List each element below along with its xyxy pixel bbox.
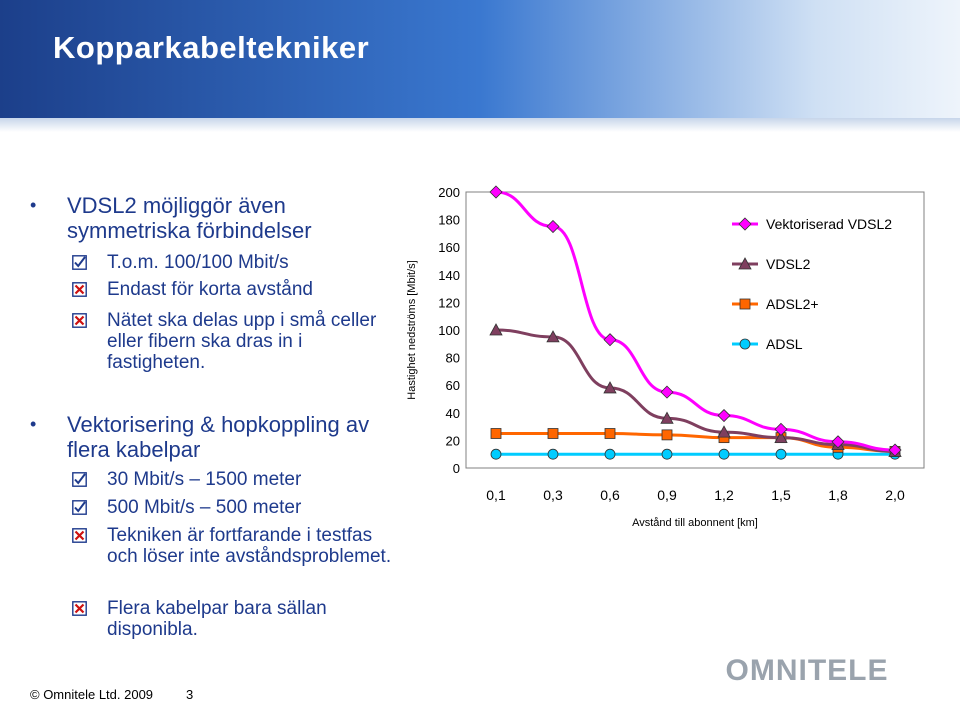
y-tick-label: 20 bbox=[446, 433, 460, 448]
omnitele-logo: OMNITELE bbox=[726, 654, 889, 687]
y-tick-label: 200 bbox=[438, 185, 460, 200]
footer-page-number: 3 bbox=[186, 687, 194, 702]
data-point bbox=[603, 333, 617, 347]
speed-distance-chart: 0 20 40 60 80 100 120 140 160 180 200 0,1 0,3 0,6 0,9 1… bbox=[406, 185, 925, 529]
legend-label: VDSL2 bbox=[766, 256, 811, 272]
sub-bullet-text: Flera kabelpar bara sällan disponibla. bbox=[107, 598, 327, 640]
data-point bbox=[888, 443, 902, 457]
checkbox-cross-icon bbox=[72, 528, 87, 543]
y-axis-label: Hastighet nedströms [Mbit/s] bbox=[406, 260, 418, 399]
legend-marker bbox=[738, 257, 752, 270]
data-point bbox=[490, 448, 502, 460]
footer-copyright: © Omnitele Ltd. 2009 bbox=[30, 687, 154, 702]
legend-box bbox=[726, 204, 918, 364]
x-tick-label: 2,0 bbox=[885, 487, 905, 503]
bullet-text: Vektorisering & hopkoppling av flera kab… bbox=[67, 412, 370, 462]
data-point bbox=[603, 381, 617, 394]
checkbox-checked-icon bbox=[72, 500, 87, 515]
y-tick-label: 40 bbox=[446, 406, 460, 421]
checkbox-cross-icon bbox=[72, 313, 87, 328]
sub-bullet-text: T.o.m. 100/100 Mbit/s bbox=[107, 252, 289, 273]
y-tick-label: 80 bbox=[446, 351, 460, 366]
data-point bbox=[489, 323, 503, 336]
data-point bbox=[717, 425, 731, 438]
x-tick-label: 1,8 bbox=[828, 487, 848, 503]
sub-bullet-text: 500 Mbit/s – 500 meter bbox=[107, 497, 302, 518]
data-point bbox=[604, 428, 616, 439]
data-point bbox=[661, 429, 673, 441]
y-tick-label: 180 bbox=[438, 213, 460, 228]
sub-bullet-text: 30 Mbit/s – 1500 meter bbox=[107, 469, 302, 490]
y-tick-label: 60 bbox=[446, 378, 460, 393]
sub-bullet-item: 500 Mbit/s – 500 meter bbox=[72, 497, 392, 518]
data-point bbox=[546, 219, 560, 234]
y-tick-label: 0 bbox=[453, 461, 460, 476]
sub-bullet-item: 30 Mbit/s – 1500 meter bbox=[72, 469, 392, 490]
data-point bbox=[831, 435, 845, 449]
slide-title: Kopparkabeltekniker bbox=[53, 30, 370, 65]
sub-bullet-text: Endast för korta avstånd bbox=[107, 279, 313, 300]
data-point bbox=[661, 448, 673, 460]
title-bar-shadow bbox=[0, 118, 960, 132]
bullet-list: • VDSL2 möjliggör även symmetriska förbi… bbox=[0, 0, 400, 700]
legend-marker bbox=[739, 338, 751, 350]
y-tick-label: 140 bbox=[438, 268, 460, 283]
bullet-dot-icon: • bbox=[30, 414, 37, 434]
checkbox-checked-icon bbox=[72, 255, 87, 270]
data-point bbox=[546, 330, 560, 343]
data-point bbox=[774, 422, 788, 436]
data-point bbox=[718, 448, 730, 460]
data-point bbox=[547, 428, 559, 439]
legend-marker bbox=[738, 217, 752, 231]
sub-bullet-item: T.o.m. 100/100 Mbit/s bbox=[72, 252, 392, 273]
legend-label: Vektoriserad VDSL2 bbox=[766, 216, 892, 232]
legend-label: ADSL bbox=[766, 336, 803, 352]
y-tick-label: 120 bbox=[438, 295, 460, 310]
checkbox-checked-icon bbox=[72, 472, 87, 487]
data-point bbox=[660, 385, 674, 399]
bullet-dot-icon: • bbox=[30, 195, 37, 215]
checkbox-cross-icon bbox=[72, 601, 87, 616]
data-point bbox=[490, 428, 502, 439]
x-tick-label: 0,6 bbox=[600, 487, 620, 503]
data-point bbox=[774, 430, 788, 444]
data-point bbox=[717, 408, 731, 423]
sub-bullet-text: Tekniken är fortfarande i testfas och lö… bbox=[107, 525, 392, 567]
svg-text:OMNITELE: OMNITELE bbox=[726, 654, 889, 687]
sub-bullet-item: Tekniken är fortfarande i testfas och lö… bbox=[72, 525, 392, 567]
y-tick-label: 160 bbox=[438, 240, 460, 255]
data-point bbox=[660, 411, 674, 424]
x-tick-label: 1,5 bbox=[771, 487, 791, 503]
series-line bbox=[496, 432, 896, 453]
sub-bullet-text: Nätet ska delas upp i små celler eller f… bbox=[107, 310, 377, 373]
checkbox-cross-icon bbox=[72, 282, 87, 297]
x-tick-label: 0,3 bbox=[543, 487, 563, 503]
bullet-text: VDSL2 möjliggör även symmetriska förbind… bbox=[67, 193, 312, 243]
data-point bbox=[547, 448, 559, 460]
data-point bbox=[489, 185, 503, 199]
sub-bullet-item: Nätet ska delas upp i små celler eller f… bbox=[72, 310, 392, 373]
x-tick-label: 0,1 bbox=[486, 487, 506, 503]
x-axis-label: Avstånd till abonnent [km] bbox=[632, 517, 758, 529]
x-tick-label: 1,2 bbox=[714, 487, 734, 503]
legend-label: ADSL2+ bbox=[766, 296, 819, 312]
series-line bbox=[495, 328, 896, 453]
bullet-item: • Vektorisering & hopkoppling av flera k… bbox=[30, 412, 392, 462]
data-point bbox=[604, 448, 616, 460]
sub-bullet-item: Endast för korta avstånd bbox=[72, 279, 392, 300]
sub-bullet-item: Flera kabelpar bara sällan disponibla. bbox=[72, 598, 392, 640]
bullet-item: • VDSL2 möjliggör även symmetriska förbi… bbox=[30, 193, 392, 243]
title-bar bbox=[0, 0, 960, 118]
x-tick-label: 0,9 bbox=[657, 487, 677, 503]
data-point bbox=[775, 448, 787, 460]
legend-marker bbox=[739, 298, 751, 310]
y-tick-label: 100 bbox=[438, 323, 460, 338]
